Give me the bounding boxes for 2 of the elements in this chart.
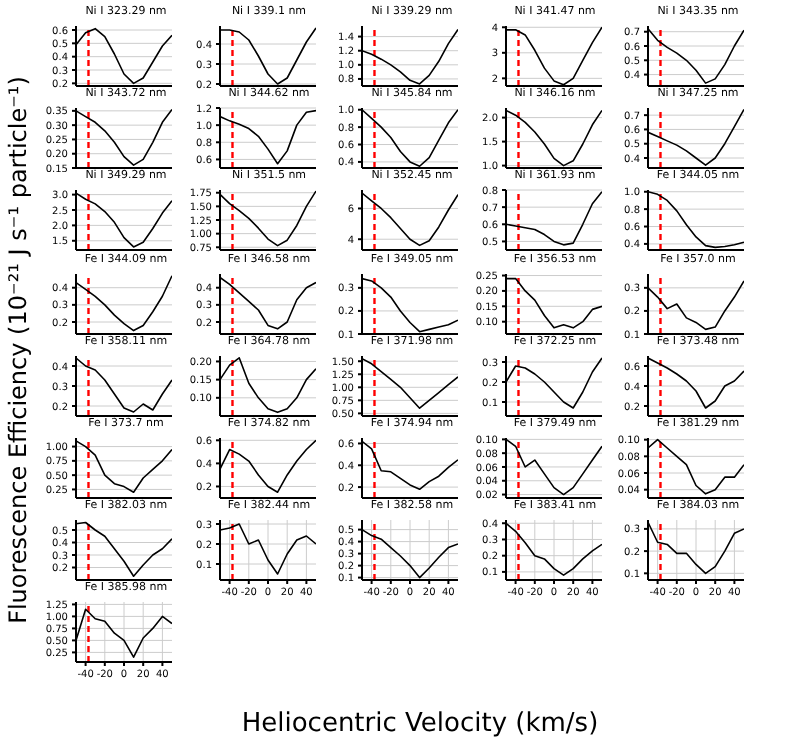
y-axis-title: Fluorescence Efficiency (10⁻²¹ J s⁻¹ particle⁻¹) [4,76,32,624]
x-axis-title: Heliocentric Velocity (km/s) [241,709,599,739]
